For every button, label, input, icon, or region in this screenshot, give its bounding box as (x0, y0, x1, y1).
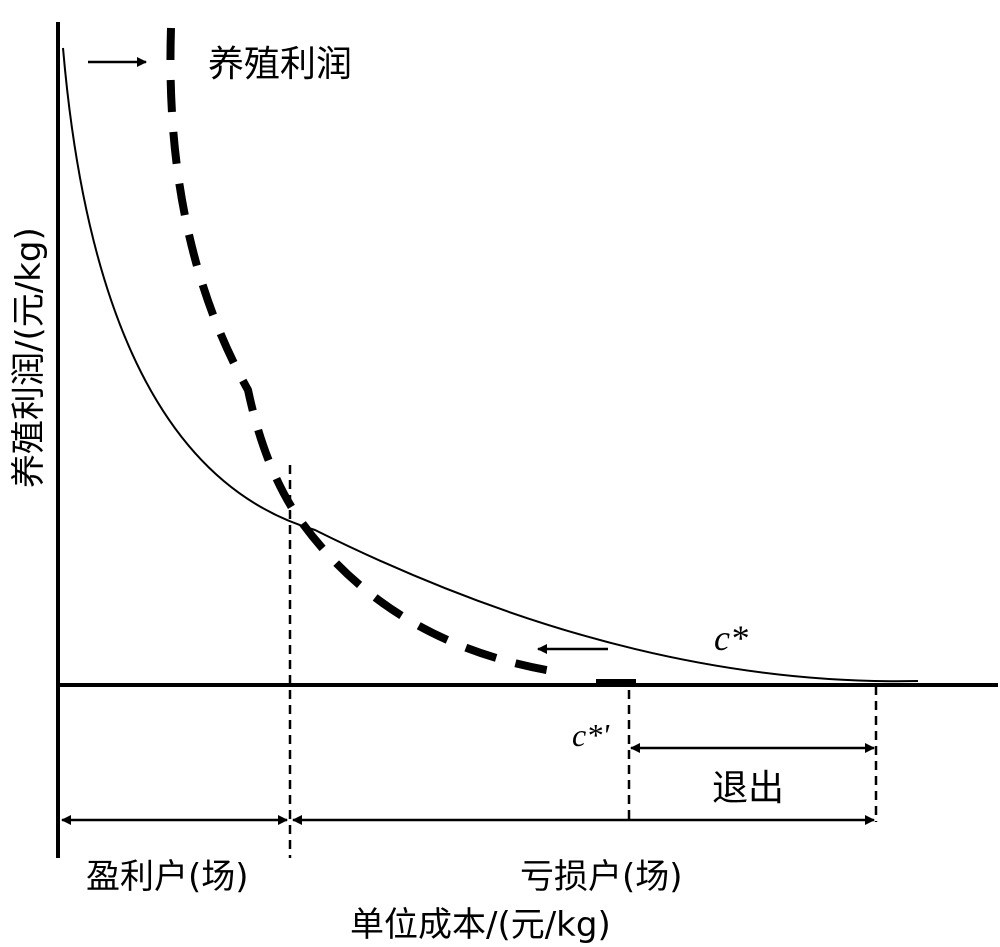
profit-curve-original (62, 47, 919, 683)
profit-curve-shifted (166, 27, 559, 676)
profit-region-label: 盈利户(场) (86, 857, 249, 897)
curve-label-c-star: c* (714, 618, 748, 658)
loss-region-label: 亏损户(场) (520, 857, 683, 897)
exit-label: 退出 (712, 768, 784, 809)
curve-label-c-star-prime: c*' (572, 717, 610, 753)
y-axis-title: 养殖利润/(元/kg) (9, 227, 49, 488)
legend-label: 养殖利润 (208, 44, 352, 85)
x-axis-title: 单位成本/(元/kg) (350, 905, 611, 945)
